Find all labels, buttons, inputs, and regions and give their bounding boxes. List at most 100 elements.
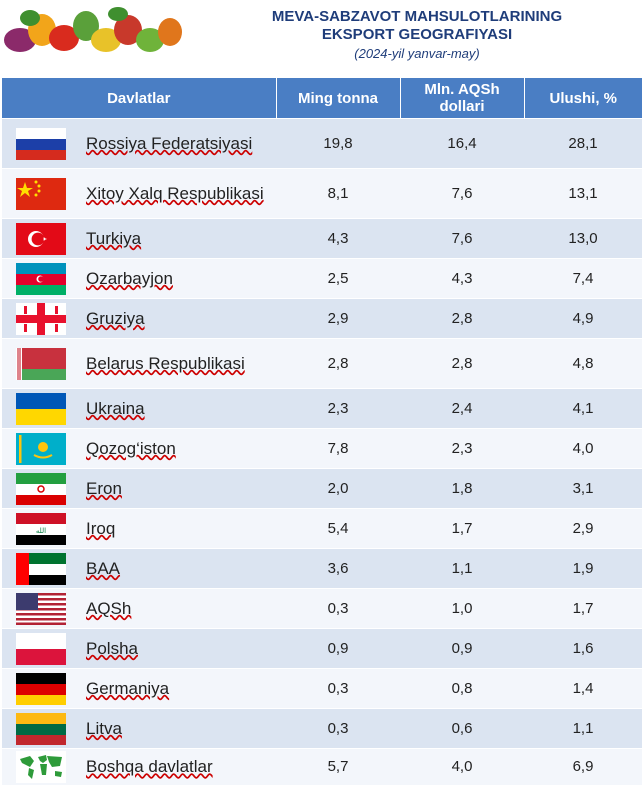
share-value: 4,8 (524, 338, 642, 389)
table-row: Eron 2,0 1,8 3,1 (2, 468, 642, 509)
export-table: Davlatlar Ming tonna Mln. AQSh dollari U… (2, 78, 642, 785)
country-name-text: Belarus Respublikasi (86, 353, 245, 373)
flag-cell (2, 388, 80, 429)
iraq-flag-icon: الله (16, 512, 66, 545)
country-name: Turkiya (80, 218, 276, 259)
country-name-text: Litva (86, 718, 122, 738)
country-name: Iroq (80, 508, 276, 549)
flag-cell (2, 218, 80, 259)
table-row: Qozog‘iston 7,8 2,3 4,0 (2, 428, 642, 469)
tonnes-value: 0,3 (276, 708, 400, 749)
table-row: BAA 3,6 1,1 1,9 (2, 548, 642, 589)
tonnes-value: 2,5 (276, 258, 400, 299)
table-header-row: Davlatlar Ming tonna Mln. AQSh dollari U… (2, 78, 642, 119)
tonnes-value: 2,3 (276, 388, 400, 429)
share-value: 1,6 (524, 628, 642, 669)
germany-flag-icon (16, 672, 66, 705)
usd-value: 2,4 (400, 388, 524, 429)
table-row: Rossiya Federatsiyasi 19,8 16,4 28,1 (2, 118, 642, 169)
country-name-text: Gruziya (86, 308, 145, 328)
share-value: 4,9 (524, 298, 642, 339)
flag-cell (2, 118, 80, 169)
share-value: 13,0 (524, 218, 642, 259)
flag-cell (2, 588, 80, 629)
usd-value: 0,8 (400, 668, 524, 709)
table-row: الله Iroq 5,4 1,7 2,9 (2, 508, 642, 549)
share-value: 1,9 (524, 548, 642, 589)
share-value: 1,1 (524, 708, 642, 749)
country-name-text: Xitoy Xalq Respublikasi (86, 183, 264, 203)
flag-cell (2, 298, 80, 339)
col-header-country: Davlatlar (2, 78, 277, 119)
country-name: Litva (80, 708, 276, 749)
country-name-text: Polsha (86, 638, 138, 658)
country-name: Ozarbayjon (80, 258, 276, 299)
country-name-text: Eron (86, 478, 122, 498)
table-row: Polsha 0,9 0,9 1,6 (2, 628, 642, 669)
tonnes-value: 8,1 (276, 168, 400, 219)
tonnes-value: 19,8 (276, 118, 400, 169)
table-row: Xitoy Xalq Respublikasi 8,1 7,6 13,1 (2, 168, 642, 219)
country-name-text: Ukraina (86, 398, 145, 418)
tonnes-value: 5,4 (276, 508, 400, 549)
table-row: Boshqa davlatlar 5,7 4,0 6,9 (2, 748, 642, 785)
country-name-text: Turkiya (86, 228, 142, 248)
usa-flag-icon (16, 592, 66, 625)
flag-cell (2, 628, 80, 669)
table-row: Ozarbayjon 2,5 4,3 7,4 (2, 258, 642, 299)
usd-value: 1,8 (400, 468, 524, 509)
table-row: Belarus Respublikasi 2,8 2,8 4,8 (2, 338, 642, 389)
usd-value: 1,1 (400, 548, 524, 589)
uae-flag-icon (16, 552, 66, 585)
share-value: 3,1 (524, 468, 642, 509)
country-name: BAA (80, 548, 276, 589)
tonnes-value: 2,8 (276, 338, 400, 389)
country-name-text: AQSh (86, 598, 132, 618)
tonnes-value: 0,3 (276, 588, 400, 629)
usd-value: 4,3 (400, 258, 524, 299)
country-name: Xitoy Xalq Respublikasi (80, 168, 276, 219)
share-value: 2,9 (524, 508, 642, 549)
table-row: Gruziya 2,9 2,8 4,9 (2, 298, 642, 339)
usd-value: 7,6 (400, 168, 524, 219)
world-map-icon (16, 750, 66, 783)
col-header-share: Ulushi, % (524, 78, 642, 119)
azerbaijan-flag-icon (16, 262, 66, 295)
tonnes-value: 5,7 (276, 748, 400, 785)
flag-cell (2, 258, 80, 299)
table-row: Litva 0,3 0,6 1,1 (2, 708, 642, 749)
country-name: Boshqa davlatlar (80, 748, 276, 785)
country-name-text: Qozog‘iston (86, 438, 176, 458)
china-flag-icon (16, 177, 66, 210)
usd-value: 2,3 (400, 428, 524, 469)
country-name: Eron (80, 468, 276, 509)
header: MEVA-SABZAVOT MAHSULOTLARINING EKSPORT G… (0, 0, 644, 76)
country-name: Belarus Respublikasi (80, 338, 276, 389)
share-value: 4,1 (524, 388, 642, 429)
country-name: Polsha (80, 628, 276, 669)
share-value: 1,7 (524, 588, 642, 629)
country-name: Ukraina (80, 388, 276, 429)
country-name-text: Ozarbayjon (86, 268, 173, 288)
usd-value: 2,8 (400, 298, 524, 339)
share-value: 6,9 (524, 748, 642, 785)
lithuania-flag-icon (16, 712, 66, 745)
country-name-text: Germaniya (86, 678, 170, 698)
share-value: 28,1 (524, 118, 642, 169)
usd-value: 2,8 (400, 338, 524, 389)
flag-cell (2, 708, 80, 749)
flag-cell (2, 748, 80, 785)
table-row: Ukraina 2,3 2,4 4,1 (2, 388, 642, 429)
country-name: Gruziya (80, 298, 276, 339)
tonnes-value: 4,3 (276, 218, 400, 259)
flag-cell (2, 168, 80, 219)
iran-flag-icon (16, 472, 66, 505)
usd-value: 4,0 (400, 748, 524, 785)
country-name-text: Iroq (86, 518, 116, 538)
table-row: Germaniya 0,3 0,8 1,4 (2, 668, 642, 709)
country-name-text: Rossiya Federatsiyasi (86, 133, 253, 153)
tonnes-value: 7,8 (276, 428, 400, 469)
country-name: AQSh (80, 588, 276, 629)
usd-value: 1,7 (400, 508, 524, 549)
flag-cell: الله (2, 508, 80, 549)
